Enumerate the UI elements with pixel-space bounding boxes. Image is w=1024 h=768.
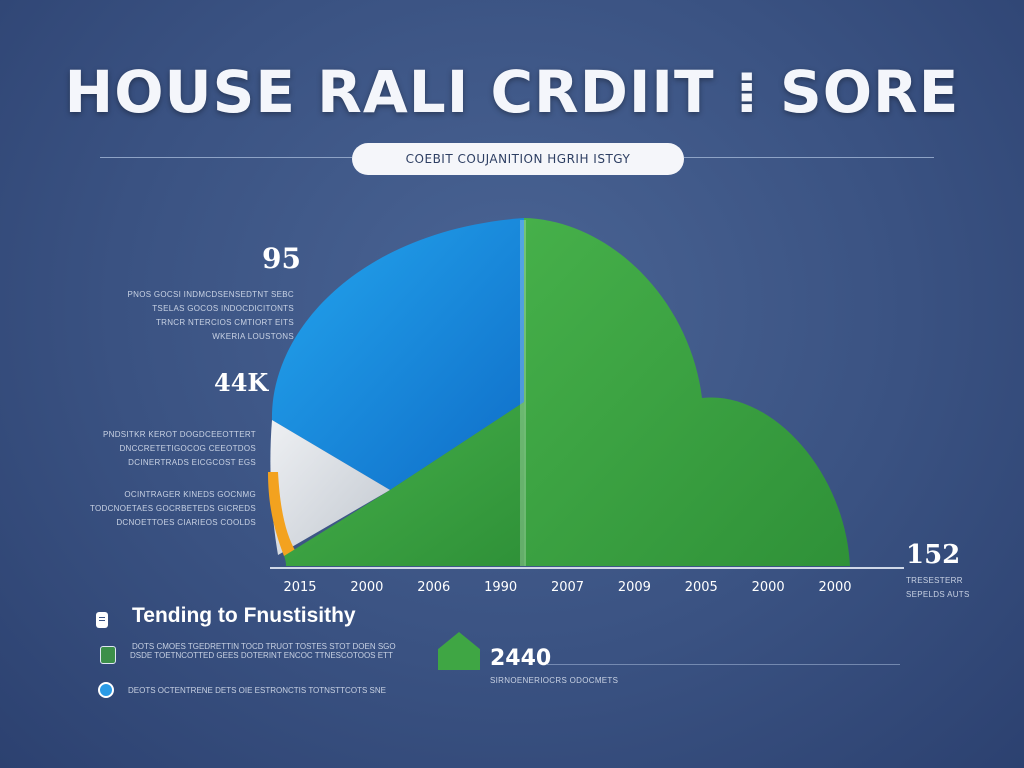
x-tick-label: 2015 <box>283 580 316 595</box>
x-tick-label: 2000 <box>350 580 383 595</box>
x-tick-label: 2007 <box>551 580 584 595</box>
title-divider-right <box>684 157 934 158</box>
x-tick-label: 2000 <box>818 580 851 595</box>
title-divider-left <box>100 157 352 158</box>
blue-region <box>271 218 524 490</box>
stat-divider <box>546 664 900 665</box>
x-tick-label: 1990 <box>484 580 517 595</box>
document-icon <box>96 612 108 628</box>
legend-heading: Tending to Fnustisithy <box>132 604 356 627</box>
green-mound <box>524 218 850 566</box>
orange-region <box>268 472 296 556</box>
right-value-sublabel: TRESESTERR SEPELDS AUTS <box>906 574 970 602</box>
shield-icon <box>100 646 116 664</box>
annotation-line: TODCNOETAES GOCRBETEDS GICREDS <box>89 504 256 513</box>
legend-row: DEOTS OCTENTRENE DETS OIE ESTRONCTIS TOT… <box>98 682 386 698</box>
chart-title: HOUSE RALI CRDIIT ⁞ SORE <box>64 58 960 126</box>
globe-icon <box>98 682 114 698</box>
legend-row-text: DSDE TOETNCOTTED GEES DOTERINT ENCOC TTN… <box>130 650 393 660</box>
legend-row-text: DOTS CMOES TGEDRETTIN TOCD TRUOT TOSTES … <box>132 642 396 651</box>
sublabel-line: SEPELDS AUTS <box>906 590 970 599</box>
light-gray-region <box>270 420 390 555</box>
blue-highlight <box>520 220 526 566</box>
annotation-value-44k: 44K <box>214 368 269 397</box>
annotation-value-95: 95 <box>262 242 301 275</box>
legend-row: DOTS CMOES TGEDRETTIN TOCD TRUOT TOSTES … <box>132 642 396 651</box>
annotation-line: TRNCR NTERCIOS CMTIORT EITS <box>155 318 294 327</box>
annotation-block-top: PNOS GOCSI INDMCDSENSEDTNT SEBC TSELAS G… <box>76 288 294 344</box>
annotation-line: DCNOETTOES CIARIEOS COOLDS <box>116 518 256 527</box>
legend-row-text: DEOTS OCTENTRENE DETS OIE ESTRONCTIS TOT… <box>128 685 386 695</box>
legend-row: DSDE TOETNCOTTED GEES DOTERINT ENCOC TTN… <box>100 646 393 664</box>
x-tick-label: 2005 <box>685 580 718 595</box>
stat-value-2440: 2440 <box>490 646 552 671</box>
green-region <box>284 402 524 566</box>
annotation-block-mid: PNDSITKR KEROT DOGDCEEOTTERT DNCCRETETIG… <box>60 428 256 470</box>
subtitle-pill: COEBIT COUJANITION HGRIH ISTGY <box>352 143 684 175</box>
x-tick-label: 2000 <box>752 580 785 595</box>
annotation-line: OCINTRAGER KINEDS GOCNMG <box>124 490 256 499</box>
annotation-line: TSELAS GOCOS INDOCDICITONTS <box>152 304 294 313</box>
x-tick-label: 2009 <box>618 580 651 595</box>
annotation-line: WKERIA LOUSTONS <box>212 332 294 341</box>
annotation-block-lower: OCINTRAGER KINEDS GOCNMG TODCNOETAES GOC… <box>60 488 256 530</box>
annotation-line: DCINERTRADS EICGCOST EGS <box>128 458 256 467</box>
legend-row <box>96 612 108 628</box>
annotation-line: PNDSITKR KEROT DOGDCEEOTTERT <box>102 430 256 439</box>
x-tick-label: 2006 <box>417 580 450 595</box>
annotation-line: DNCCRETETIGOCOG CEEOTDOS <box>119 444 256 453</box>
right-value-152: 152 <box>906 540 961 570</box>
annotation-line: PNOS GOCSI INDMCDSENSEDTNT SEBC <box>127 290 294 299</box>
stat-sublabel: SIRNOENERIOCRS ODOCMETS <box>490 676 619 685</box>
sublabel-line: TRESESTERR <box>906 576 963 585</box>
